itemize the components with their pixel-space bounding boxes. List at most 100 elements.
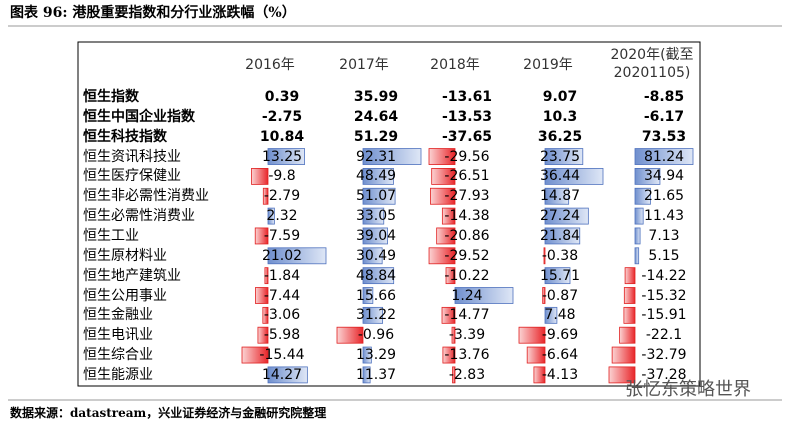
row-label: 恒生指数 [83,89,139,105]
data-bar [544,187,570,205]
data-bar [544,306,558,324]
row-label: 恒生综合业 [83,347,153,364]
data-bar [362,366,371,384]
cell-value: -7.44 [263,287,301,304]
data-bar [362,346,372,364]
cell-value: 14.87 [539,188,581,205]
cell-value: -14.38 [444,208,490,225]
cell-value: -2.75 [261,108,303,125]
cell-value: -26.51 [444,168,490,185]
data-bar [241,346,269,364]
data-bar [362,148,422,165]
data-bar [445,267,456,285]
cell-value: -3.06 [263,307,301,324]
data-bar [441,207,456,225]
cell-value: -13.53 [441,108,493,125]
cell-value: -27.93 [444,188,490,205]
data-bar [431,167,456,185]
data-bar [428,148,456,165]
cell-value: 2.32 [266,208,298,225]
data-bar [634,148,694,165]
data-bar [542,287,546,304]
data-bar [608,366,636,384]
cell-value: -7.59 [263,227,301,244]
cell-value: 21.84 [539,227,581,244]
cell-value: -29.52 [444,247,490,264]
data-bar [430,187,456,205]
cell-value: -4.13 [541,366,579,383]
cell-value: 31.22 [355,307,397,324]
data-bar [362,267,395,285]
cell-value: 15.71 [539,267,581,284]
cell-value: -13.61 [441,89,493,105]
cell-value: 5.15 [648,247,680,264]
cell-value: -29.56 [444,148,490,165]
cell-value: -22.1 [645,327,683,344]
cell-value: -10.22 [444,267,490,284]
cell-value: 81.24 [643,148,685,165]
cell-value: 11.37 [355,366,397,383]
cell-value: 51.29 [353,128,399,145]
source: 数据来源：datastream，兴业证券经济与金融研究院整理 [10,406,327,420]
data-bar [451,326,456,344]
cell-value: -0.38 [541,247,579,264]
data-bar [441,306,456,324]
data-bar [428,247,456,265]
title: 图表 96: 港股重要指数和分行业涨跌幅（%） [10,5,296,21]
cell-value: -8.85 [643,89,685,105]
cell-value: -6.17 [643,108,685,125]
cell-value: -14.77 [444,307,490,324]
data-bar [267,207,275,225]
data-bar [623,287,636,304]
row-label: 恒生中国企业指数 [83,108,195,125]
data-bar [257,326,269,344]
data-bar [362,287,374,304]
data-bar [452,366,456,384]
cell-value: -15.44 [259,347,305,364]
cell-value: -15.32 [641,287,687,304]
cell-value: -3.39 [448,327,486,344]
row-label: 恒生科技指数 [83,128,167,145]
cell-value: -14.22 [641,267,687,284]
cell-value: -2.83 [448,366,486,383]
cell-value: 10.84 [259,128,305,145]
data-bar [544,167,604,185]
row-label: 恒生非必需性消费业 [83,188,209,205]
data-bar [442,346,456,364]
cell-value: 48.84 [355,267,397,284]
cell-value: 1.24 [451,287,483,304]
table-frame [77,41,701,387]
cell-value: -20.86 [444,227,490,244]
cell-value: 48.49 [355,168,397,185]
data-bar [634,167,661,185]
cell-value: -2.79 [263,188,301,205]
cell-value: -15.91 [641,307,687,324]
cell-value: -13.76 [444,347,490,364]
data-bar [362,187,396,205]
watermark: 张忆东策略世界 [625,379,751,400]
column-header: 2018年 [430,57,480,73]
data-bar [619,326,636,344]
data-bar [544,267,571,285]
data-bar [623,306,636,324]
data-bar [518,326,546,344]
cell-value: -5.98 [263,327,301,344]
data-bar [362,306,384,324]
data-bar [362,167,394,185]
data-bar [544,148,584,165]
cell-value: -0.96 [357,327,395,344]
column-header: 2020年(截至20201105) [610,47,694,81]
cell-value: 39.04 [355,227,397,244]
column-header: 2016年 [245,57,295,73]
data-bar [262,187,269,205]
cell-value: -37.65 [441,128,493,145]
row-label: 恒生能源业 [83,366,153,383]
cell-value: -1.84 [263,267,301,284]
cell-value: 24.64 [353,108,399,125]
cell-value: 51.07 [355,188,397,205]
data-bar [267,247,327,265]
cell-value: 14.27 [261,366,303,383]
cell-value: -37.28 [641,366,687,383]
cell-value: 30.49 [355,247,397,264]
